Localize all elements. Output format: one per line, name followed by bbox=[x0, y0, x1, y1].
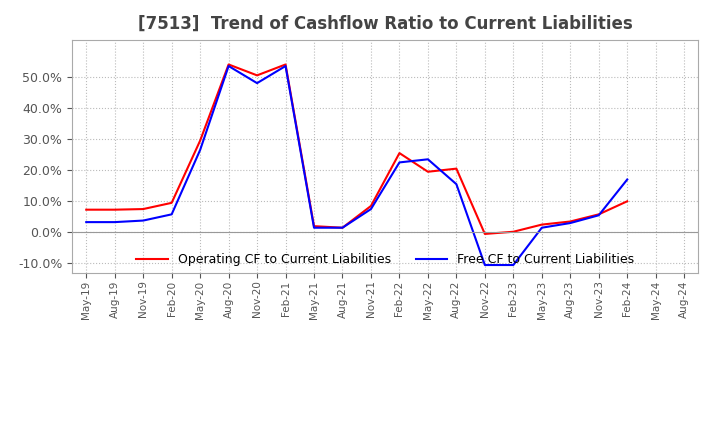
Operating CF to Current Liabilities bbox=[423, 169, 432, 174]
Free CF to Current Liabilities bbox=[366, 206, 375, 212]
Free CF to Current Liabilities bbox=[282, 63, 290, 69]
Free CF to Current Liabilities bbox=[225, 63, 233, 69]
Free CF to Current Liabilities bbox=[110, 220, 119, 225]
Operating CF to Current Liabilities bbox=[623, 198, 631, 204]
Operating CF to Current Liabilities bbox=[253, 73, 261, 78]
Free CF to Current Liabilities bbox=[595, 213, 603, 218]
Free CF to Current Liabilities bbox=[82, 220, 91, 225]
Free CF to Current Liabilities bbox=[167, 212, 176, 217]
Free CF to Current Liabilities bbox=[395, 160, 404, 165]
Free CF to Current Liabilities bbox=[139, 218, 148, 223]
Free CF to Current Liabilities bbox=[423, 157, 432, 162]
Free CF to Current Liabilities bbox=[480, 262, 489, 268]
Free CF to Current Liabilities bbox=[196, 147, 204, 153]
Operating CF to Current Liabilities bbox=[282, 62, 290, 67]
Operating CF to Current Liabilities bbox=[139, 206, 148, 212]
Free CF to Current Liabilities bbox=[623, 177, 631, 182]
Operating CF to Current Liabilities bbox=[196, 138, 204, 143]
Operating CF to Current Liabilities bbox=[480, 231, 489, 237]
Operating CF to Current Liabilities bbox=[338, 225, 347, 231]
Operating CF to Current Liabilities bbox=[310, 224, 318, 229]
Legend: Operating CF to Current Liabilities, Free CF to Current Liabilities: Operating CF to Current Liabilities, Fre… bbox=[131, 248, 639, 271]
Operating CF to Current Liabilities bbox=[225, 62, 233, 67]
Free CF to Current Liabilities bbox=[310, 225, 318, 231]
Operating CF to Current Liabilities bbox=[366, 203, 375, 209]
Operating CF to Current Liabilities bbox=[110, 207, 119, 213]
Free CF to Current Liabilities bbox=[537, 225, 546, 231]
Line: Free CF to Current Liabilities: Free CF to Current Liabilities bbox=[86, 66, 627, 265]
Free CF to Current Liabilities bbox=[452, 182, 461, 187]
Free CF to Current Liabilities bbox=[566, 220, 575, 226]
Operating CF to Current Liabilities bbox=[595, 212, 603, 217]
Operating CF to Current Liabilities bbox=[452, 166, 461, 171]
Operating CF to Current Liabilities bbox=[537, 222, 546, 227]
Free CF to Current Liabilities bbox=[253, 81, 261, 86]
Operating CF to Current Liabilities bbox=[566, 219, 575, 224]
Line: Operating CF to Current Liabilities: Operating CF to Current Liabilities bbox=[86, 65, 627, 234]
Title: [7513]  Trend of Cashflow Ratio to Current Liabilities: [7513] Trend of Cashflow Ratio to Curren… bbox=[138, 15, 633, 33]
Free CF to Current Liabilities bbox=[338, 225, 347, 231]
Operating CF to Current Liabilities bbox=[509, 229, 518, 235]
Operating CF to Current Liabilities bbox=[82, 207, 91, 213]
Free CF to Current Liabilities bbox=[509, 262, 518, 268]
Operating CF to Current Liabilities bbox=[395, 150, 404, 156]
Operating CF to Current Liabilities bbox=[167, 200, 176, 205]
